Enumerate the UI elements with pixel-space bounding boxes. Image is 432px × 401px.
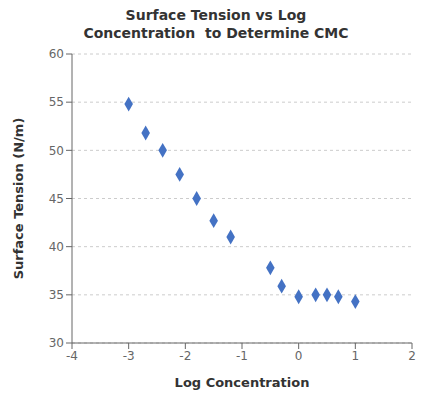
svg-text:Surface Tension (N/m): Surface Tension (N/m) [11,118,26,280]
svg-text:-3: -3 [123,349,135,363]
svg-text:40: 40 [49,240,64,254]
svg-text:30: 30 [49,336,64,350]
svg-text:60: 60 [49,47,64,61]
svg-text:2: 2 [408,349,416,363]
html-text:Surface Tension vs Log: Surface Tension vs Log [125,7,307,23]
svg-text:-2: -2 [179,349,191,363]
svg-text:35: 35 [49,288,64,302]
html-text:Concentration to Determine CMC: Concentration to Determine CMC [83,25,349,41]
svg-text:-1: -1 [236,349,248,363]
svg-text:-4: -4 [66,349,78,363]
svg-text:1: 1 [352,349,360,363]
svg-text:45: 45 [49,192,64,206]
svg-text:Log Concentration: Log Concentration [175,375,310,390]
svg-text:0: 0 [295,349,303,363]
svg-text:50: 50 [49,144,64,158]
svg-text:55: 55 [49,95,64,109]
